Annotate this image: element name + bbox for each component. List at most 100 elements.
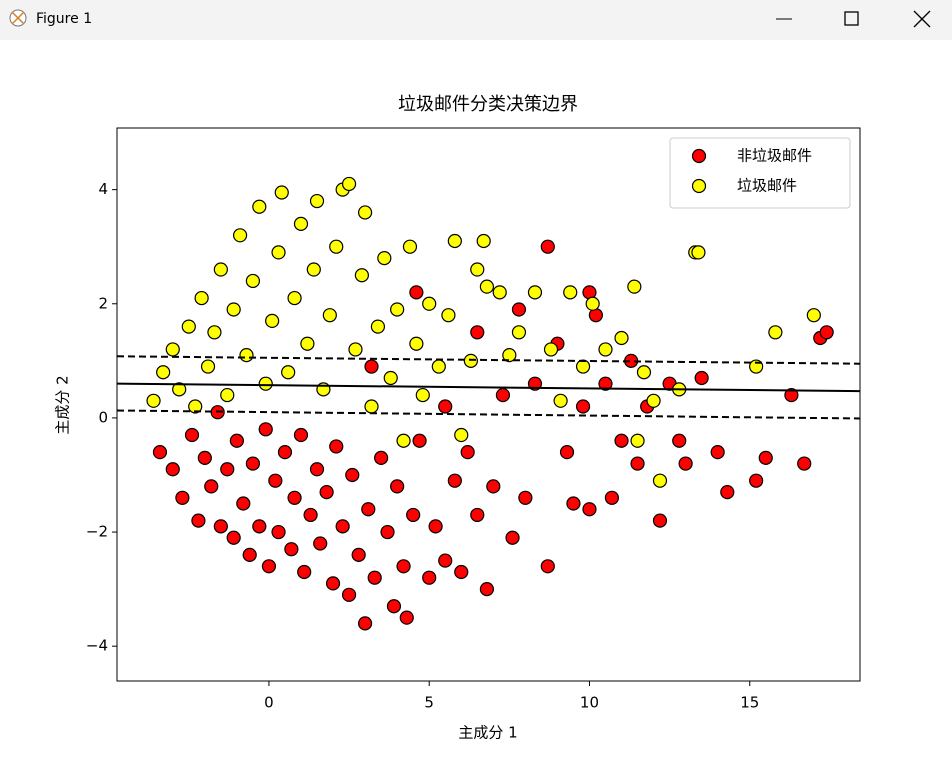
point [226,302,241,317]
boundary-line [117,409,860,420]
point [341,176,357,192]
point [172,382,187,397]
x-tick-label: 15 [740,694,759,712]
point [710,445,725,460]
point [341,587,357,602]
point [194,290,209,306]
app-icon [9,9,27,27]
point [284,542,299,557]
point [543,342,559,357]
point [652,513,668,528]
point [652,473,668,488]
point [527,285,543,300]
point [575,359,591,374]
point [415,387,430,403]
point [232,228,248,243]
point [258,422,273,437]
x-tick-label: 5 [424,694,434,712]
point [252,199,267,214]
point [220,387,235,403]
point [268,473,283,488]
point [329,239,344,254]
minimize-button[interactable] [760,0,810,38]
point [691,245,706,260]
point [287,490,302,505]
point [245,273,261,289]
point [367,570,382,585]
x-tick-label: 0 [264,694,274,712]
point [364,399,379,414]
point [575,399,591,414]
close-button[interactable] [896,0,952,38]
point [806,308,821,323]
plot-area [117,176,860,631]
point [220,462,235,477]
point [495,387,511,403]
point [672,433,687,448]
point [242,547,257,562]
maximize-button[interactable] [826,0,876,38]
point [518,490,533,505]
point [351,547,366,562]
point [470,507,485,523]
point [380,524,395,540]
point [191,513,206,528]
point [470,325,485,340]
point [309,462,325,477]
point [261,559,277,574]
point [293,427,309,443]
point [758,450,773,465]
point [306,262,321,277]
point [188,399,203,414]
point [476,233,491,249]
legend-marker [691,148,707,164]
point [245,456,261,471]
point [213,262,228,277]
point [720,485,735,500]
point [357,616,373,631]
legend-marker [691,178,707,194]
point [447,233,462,249]
point [325,576,341,591]
point [313,536,328,551]
point [165,342,180,357]
point [293,216,309,231]
point [390,479,405,494]
point [204,479,219,494]
point [236,496,251,511]
point [614,330,629,346]
point [396,433,411,448]
point [582,502,597,517]
point [377,251,392,266]
point [553,393,568,408]
point [406,507,421,523]
y-axis-label: 主成分 2 [54,375,72,434]
point [559,445,575,460]
point [357,205,373,220]
legend-label: 非垃圾邮件 [737,147,812,165]
point [438,399,453,414]
point [386,599,402,614]
point [428,519,443,534]
point [402,239,418,254]
point [322,308,337,323]
point [563,285,578,300]
point [165,462,180,477]
point [470,262,485,277]
point [399,610,414,625]
point [335,519,350,534]
point [271,245,286,260]
point [281,365,296,380]
title-bar [0,0,952,40]
point [156,365,171,380]
point [374,450,389,465]
point [370,319,386,334]
point [184,427,200,443]
point [197,450,212,465]
point [463,353,478,368]
point [226,530,241,545]
point [348,342,363,357]
point [454,427,469,443]
point [749,473,764,488]
